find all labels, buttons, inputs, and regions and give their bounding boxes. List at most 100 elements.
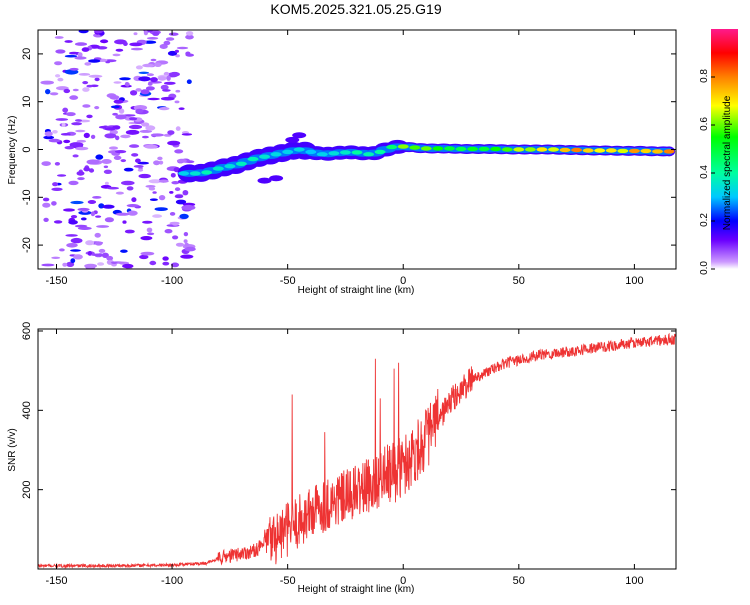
signal-point (374, 149, 386, 155)
signal-point (201, 170, 213, 175)
noise-blob (131, 153, 139, 157)
noise-blob (147, 97, 160, 101)
colorbar-tick-label: 0.0 (699, 261, 710, 275)
noise-blob (120, 249, 128, 253)
noise-blob (167, 130, 175, 136)
noise-blob (154, 62, 162, 67)
noise-blob (49, 92, 59, 96)
noise-blob (97, 262, 105, 266)
spectrogram-x-label: Height of straight line (km) (298, 285, 415, 296)
noise-blob (90, 134, 96, 139)
noise-blob (175, 126, 181, 131)
noise-blob (100, 39, 109, 44)
noise-blob (147, 82, 153, 86)
noise-blob (149, 198, 158, 201)
noise-blob (115, 48, 124, 52)
noise-blob (51, 201, 57, 206)
signal-point (513, 147, 525, 152)
signal-point (594, 148, 606, 153)
noise-blob (125, 129, 140, 135)
noise-blob (182, 190, 189, 196)
noise-blob (112, 53, 121, 57)
colorbar-tick-label: 0.4 (699, 165, 710, 179)
noise-blob (123, 41, 128, 47)
noise-blob (120, 159, 127, 163)
noise-blob (55, 118, 69, 121)
noise-blob (88, 59, 101, 63)
noise-blob (54, 36, 64, 39)
noise-blob (170, 173, 176, 178)
colorbar: 0.0 0.2 0.4 0.6 0.8 Normalized spectral ampl… (699, 29, 738, 275)
noise-blob (70, 249, 81, 252)
noise-blob (112, 112, 118, 116)
signal-point (478, 146, 490, 152)
snr-y-ticks: 200 400 600 (21, 322, 676, 499)
noise-blob (152, 191, 157, 194)
noise-blob (135, 158, 141, 163)
signal-point (259, 154, 270, 159)
noise-blob (186, 79, 192, 84)
noise-blob (86, 114, 93, 119)
noise-blob (158, 179, 169, 183)
noise-blob (76, 139, 87, 143)
y-tick-label: 600 (21, 322, 33, 340)
noise-blob (70, 237, 83, 244)
noise-blob (158, 107, 170, 111)
noise-blob (167, 140, 181, 146)
spectrogram-signal-layer (177, 132, 676, 184)
noise-blob (70, 258, 76, 264)
noise-blob (63, 88, 71, 94)
signal-point (270, 152, 282, 157)
noise-blob (158, 195, 166, 201)
signal-point (178, 171, 190, 176)
noise-blob (122, 220, 127, 224)
x-tick-label: -100 (161, 275, 183, 287)
noise-blob (150, 133, 164, 137)
noise-blob (157, 76, 167, 81)
noise-blob (118, 108, 125, 114)
noise-blob (61, 122, 66, 127)
noise-blob (163, 40, 171, 46)
signal-point (628, 148, 640, 154)
x-tick-label: 50 (513, 575, 525, 587)
noise-blob (148, 186, 156, 191)
signal-point (386, 144, 398, 150)
noise-blob (135, 65, 143, 70)
signal-point (339, 150, 351, 155)
noise-blob (178, 107, 185, 110)
noise-blob (87, 200, 97, 204)
noise-blob (138, 71, 150, 75)
noise-blob (176, 46, 189, 50)
noise-blob (125, 82, 130, 87)
noise-blob (174, 187, 181, 192)
signal-point (432, 146, 444, 151)
noise-blob (55, 74, 61, 78)
noise-blob (140, 236, 153, 241)
noise-blob (180, 254, 194, 259)
noise-blob (74, 224, 88, 228)
noise-blob (75, 119, 82, 122)
noise-blob (139, 129, 152, 133)
noise-blob (72, 154, 79, 158)
noise-blob (115, 135, 120, 141)
noise-blob (183, 239, 188, 244)
noise-blob (64, 146, 75, 150)
y-tick-label: -20 (21, 237, 33, 253)
noise-blob (74, 42, 88, 46)
signal-point (652, 149, 663, 154)
signal-point (351, 150, 363, 155)
noise-blob (120, 134, 131, 139)
noise-blob (153, 160, 161, 166)
noise-blob (113, 155, 122, 160)
snr-line-layer (38, 332, 676, 569)
snr-x-label: Height of straight line (km) (298, 584, 415, 595)
noise-blob (142, 220, 153, 224)
noise-blob (104, 127, 116, 131)
noise-blob (90, 211, 96, 217)
noise-blob (131, 197, 137, 203)
noise-blob (113, 99, 124, 104)
noise-blob (146, 227, 153, 233)
noise-blob (81, 47, 90, 52)
noise-blob (157, 156, 163, 161)
noise-blob (75, 146, 89, 151)
